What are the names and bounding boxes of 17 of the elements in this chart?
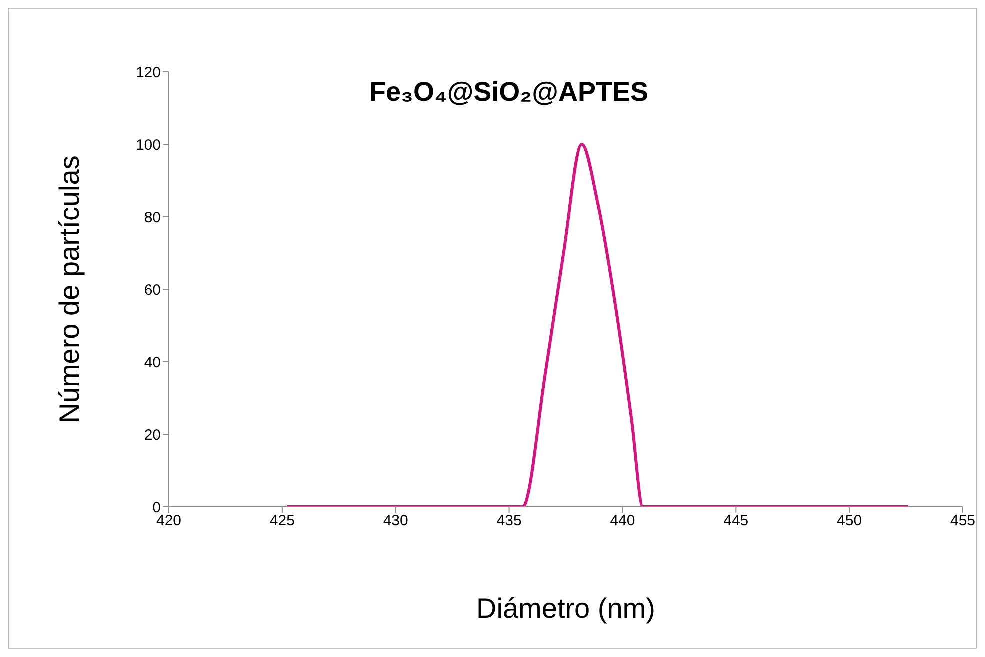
y-axis-title: Número de partículas — [54, 156, 85, 424]
y-tick-label: 60 — [144, 282, 161, 299]
x-tick-label: 455 — [950, 512, 976, 530]
y-tick-label: 120 — [136, 64, 161, 82]
x-tick-label: 445 — [724, 512, 749, 530]
x-tick-label: 425 — [270, 512, 295, 530]
y-tick-label: 80 — [144, 209, 161, 226]
y-tick-label: 100 — [136, 136, 161, 154]
y-tick-label: 20 — [144, 426, 161, 444]
x-axis-title: Diámetro (nm) — [476, 593, 656, 624]
line-series — [285, 143, 910, 507]
y-tick-label: 40 — [144, 354, 161, 372]
chart-title: Fe₃O₄@SiO₂@APTES — [369, 77, 649, 107]
x-tick-label: 450 — [837, 512, 862, 530]
x-tick-label: 440 — [610, 512, 636, 530]
x-tick-label: 430 — [383, 512, 408, 530]
x-tick-label: 435 — [496, 512, 522, 530]
